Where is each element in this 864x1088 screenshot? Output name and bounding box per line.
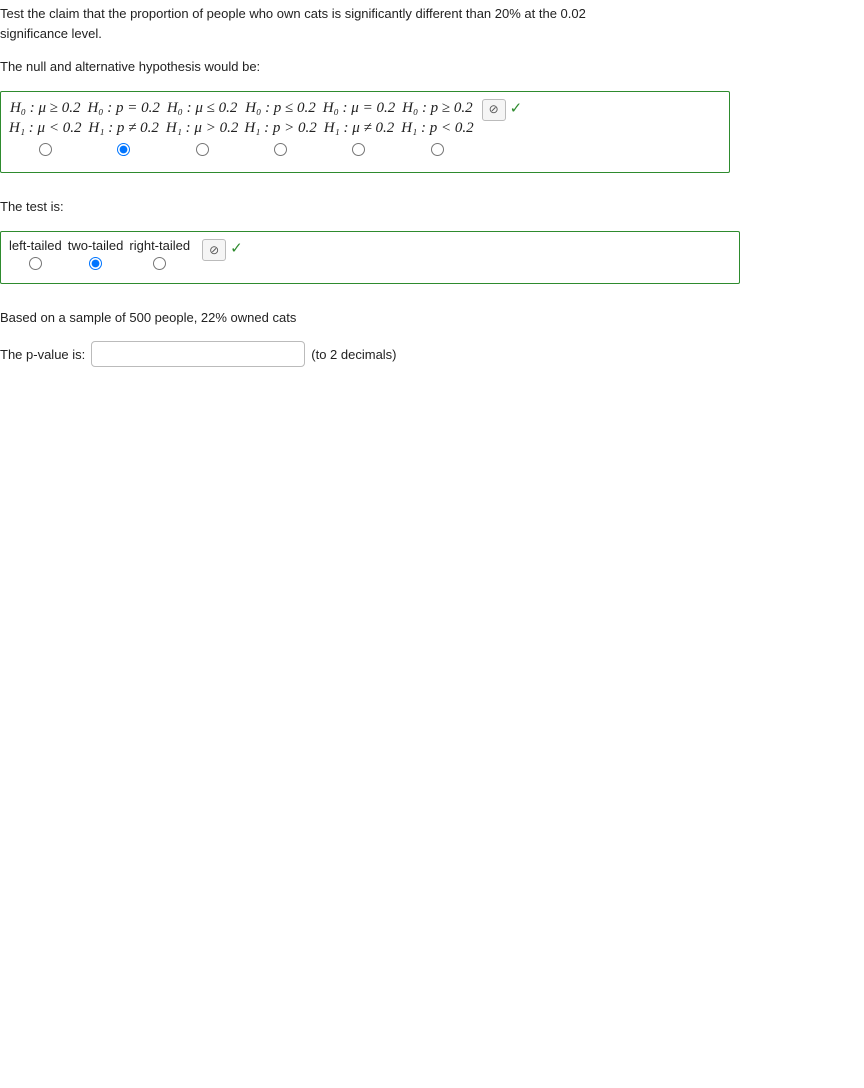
- check-icon: ✓: [230, 239, 243, 259]
- hypothesis-radio-1[interactable]: [39, 143, 52, 156]
- hypothesis-option: H₀ : μ = 0.2 H₁ : μ ≠ 0.2: [323, 98, 395, 163]
- h1-text: H₁ : μ < 0.2: [9, 118, 81, 138]
- intro-line-2: significance level.: [0, 26, 102, 41]
- pvalue-row: The p-value is: (to 2 decimals): [0, 341, 864, 367]
- hypothesis-option: H₀ : μ ≤ 0.2 H₁ : μ > 0.2: [166, 98, 238, 163]
- retry-icon: ⊘: [489, 101, 499, 117]
- h0-text: H₀ : μ ≤ 0.2: [166, 98, 238, 118]
- h1-text: H₁ : p > 0.2: [244, 118, 316, 138]
- h1-text: H₁ : p < 0.2: [401, 118, 473, 138]
- tail-option: two-tailed: [68, 238, 124, 273]
- question-intro: Test the claim that the proportion of pe…: [0, 4, 864, 43]
- tail-option: right-tailed: [129, 238, 190, 273]
- hypothesis-option: H₀ : p ≤ 0.2 H₁ : p > 0.2: [244, 98, 316, 163]
- pvalue-label: The p-value is:: [0, 347, 85, 362]
- tail-label: left-tailed: [9, 238, 62, 253]
- tail-label: right-tailed: [129, 238, 190, 253]
- tail-radio-right[interactable]: [153, 257, 166, 270]
- hypothesis-answer-box: H₀ : μ ≥ 0.2 H₁ : μ < 0.2 H₀ : p = 0.2 H…: [0, 91, 730, 174]
- test-prompt: The test is:: [0, 197, 864, 217]
- intro-line-1: Test the claim that the proportion of pe…: [0, 6, 586, 21]
- sample-text: Based on a sample of 500 people, 22% own…: [0, 308, 864, 328]
- pvalue-suffix: (to 2 decimals): [311, 347, 396, 362]
- hypothesis-option: H₀ : p ≥ 0.2 H₁ : p < 0.2: [401, 98, 473, 163]
- hypothesis-radio-4[interactable]: [274, 143, 287, 156]
- tail-answer-box: left-tailed two-tailed right-tailed ⊘ ✓: [0, 231, 740, 284]
- h1-text: H₁ : μ ≠ 0.2: [323, 118, 395, 138]
- tail-option: left-tailed: [9, 238, 62, 273]
- h0-text: H₀ : p ≤ 0.2: [244, 98, 316, 118]
- h0-text: H₀ : μ ≥ 0.2: [9, 98, 81, 118]
- retry-icon: ⊘: [209, 243, 219, 257]
- hypothesis-radio-3[interactable]: [196, 143, 209, 156]
- h0-text: H₀ : p ≥ 0.2: [401, 98, 473, 118]
- tail-label: two-tailed: [68, 238, 124, 253]
- hypothesis-radio-5[interactable]: [352, 143, 365, 156]
- tail-radio-left[interactable]: [29, 257, 42, 270]
- hypothesis-radio-6[interactable]: [431, 143, 444, 156]
- tail-radio-two[interactable]: [89, 257, 102, 270]
- h1-text: H₁ : p ≠ 0.2: [87, 118, 159, 138]
- retry-button[interactable]: ⊘: [202, 239, 226, 261]
- hypothesis-option: H₀ : p = 0.2 H₁ : p ≠ 0.2: [87, 98, 159, 163]
- h0-text: H₀ : μ = 0.2: [323, 98, 395, 118]
- hypothesis-prompt: The null and alternative hypothesis woul…: [0, 57, 864, 77]
- retry-button[interactable]: ⊘: [482, 99, 506, 121]
- h0-text: H₀ : p = 0.2: [87, 98, 159, 118]
- check-icon: ✓: [510, 99, 523, 119]
- pvalue-input[interactable]: [91, 341, 305, 367]
- hypothesis-option: H₀ : μ ≥ 0.2 H₁ : μ < 0.2: [9, 98, 81, 163]
- h1-text: H₁ : μ > 0.2: [166, 118, 238, 138]
- hypothesis-radio-2[interactable]: [117, 143, 130, 156]
